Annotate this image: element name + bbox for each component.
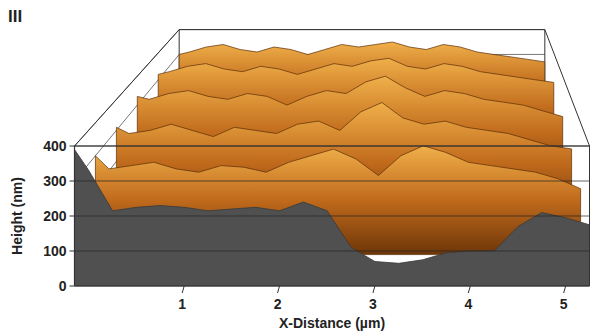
back-frame: [75, 30, 590, 286]
grid-line: [75, 216, 590, 217]
tick-label: 0: [59, 278, 67, 294]
tick-mark: [70, 181, 75, 182]
tick-mark: [564, 286, 566, 293]
chart: 0 100 200 300 400 1 2 3 4 5 Height (nm) X-Distance …: [0, 0, 600, 335]
tick-mark: [278, 286, 280, 293]
surface: [75, 42, 590, 286]
tick-label: 2: [274, 296, 282, 312]
tick-label: 4: [464, 296, 472, 312]
front-profile: [75, 150, 590, 287]
tick-mark: [468, 286, 470, 293]
tick-mark: [70, 286, 75, 287]
tick-mark: [70, 146, 75, 147]
front-frame: 0 100 200 300 400 1 2 3 4 5: [43, 138, 589, 312]
x-axis: [75, 285, 590, 286]
tick-label: 5: [560, 296, 568, 312]
tick-mark: [70, 216, 75, 217]
axis-title: Height (nm): [9, 177, 25, 255]
tick-label: 1: [178, 296, 186, 312]
tick-label: 400: [43, 138, 67, 154]
grid-line: [75, 251, 590, 252]
frame-edge: [179, 29, 545, 30]
axis-title: X-Distance (µm): [279, 315, 385, 331]
tick-mark: [182, 286, 184, 293]
tick-label: 200: [43, 208, 67, 224]
tick-label: 100: [43, 243, 67, 259]
panel-label: III: [8, 7, 22, 26]
tick-mark: [373, 286, 375, 293]
tick-mark: [70, 251, 75, 252]
grid-line: [75, 181, 590, 182]
frame-edge: [589, 146, 590, 286]
grid-line: [75, 146, 590, 147]
tick-label: 300: [43, 173, 67, 189]
tick-label: 3: [369, 296, 377, 312]
z-axis: [74, 146, 75, 286]
frame-edge: [75, 146, 590, 147]
grid-line: [179, 29, 545, 30]
